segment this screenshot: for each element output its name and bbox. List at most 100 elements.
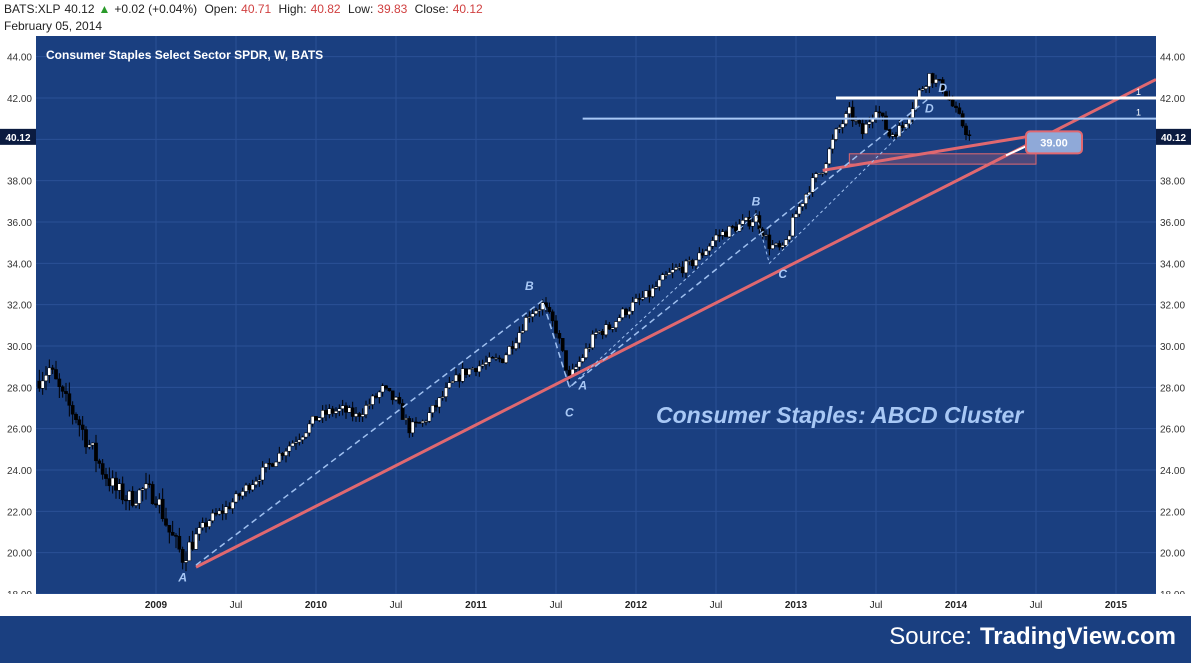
candle-body — [637, 298, 642, 300]
candle-body — [957, 107, 962, 114]
x-tick-label: Jul — [230, 600, 243, 611]
candle-body — [407, 418, 412, 434]
candle-body — [50, 367, 55, 370]
candle-body — [300, 436, 305, 441]
y-tick-label-right: 36.00 — [1160, 218, 1185, 229]
candle-body — [624, 308, 628, 315]
candle-body — [204, 522, 208, 527]
candle-body — [384, 385, 388, 389]
y-tick-label-right: 28.00 — [1160, 383, 1185, 394]
y-tick-label-left: 36.00 — [7, 218, 32, 229]
candle-body — [190, 541, 195, 550]
candle-body — [294, 441, 298, 444]
candle-body — [790, 217, 795, 237]
candle-body — [387, 387, 392, 392]
candle-body — [464, 368, 468, 375]
candle-body — [960, 113, 965, 127]
candle-body — [890, 134, 895, 137]
candle-body — [894, 134, 898, 137]
candle-body — [744, 217, 748, 221]
candle-body — [110, 477, 115, 487]
candle-body — [484, 362, 488, 365]
candle-body — [734, 226, 738, 232]
candle-body — [280, 453, 285, 456]
candle-body — [607, 324, 612, 330]
candle-body — [224, 506, 228, 514]
candle-body — [374, 395, 378, 398]
candle-body — [270, 463, 275, 467]
candle-body — [667, 272, 672, 275]
candle-body — [677, 266, 682, 269]
candle-body — [304, 432, 308, 438]
candle-body — [654, 286, 658, 289]
candle-body — [557, 333, 562, 339]
x-axis-bg — [0, 594, 1191, 616]
candle-body — [107, 478, 112, 487]
x-tick-label: Jul — [390, 600, 403, 611]
candle-body — [240, 491, 245, 497]
candle-body — [37, 380, 42, 389]
y-tick-label-right: 22.00 — [1160, 507, 1185, 518]
candle-body — [200, 522, 205, 528]
y-tick-label-left: 20.00 — [7, 549, 32, 560]
candle-body — [674, 267, 678, 271]
candle-body — [884, 115, 888, 130]
candle-body — [457, 374, 462, 382]
candle-body — [87, 444, 92, 448]
candle-body — [64, 391, 68, 394]
candle-body — [930, 73, 935, 84]
candle-body — [770, 244, 775, 249]
y-tick-label-left: 22.00 — [7, 507, 32, 518]
x-tick-label: Jul — [870, 600, 883, 611]
open-label: Open: — [204, 2, 238, 16]
candle-body — [584, 348, 588, 358]
y-tick-label-right: 26.00 — [1160, 425, 1185, 436]
candle-body — [714, 234, 718, 241]
candle-body — [560, 338, 565, 351]
candle-body — [620, 308, 625, 318]
candle-body — [510, 346, 515, 349]
candle-body — [564, 350, 568, 371]
candle-body — [274, 461, 278, 467]
candle-body — [284, 450, 288, 456]
candle-body — [307, 423, 312, 434]
candle-body — [164, 518, 168, 526]
candle-body — [334, 410, 338, 414]
plot-area: 11 — [37, 72, 1156, 572]
candle-body — [234, 493, 238, 503]
y-tick-label-left: 26.00 — [7, 425, 32, 436]
candle-body — [440, 396, 445, 399]
candle-body — [430, 405, 435, 413]
candle-body — [614, 321, 618, 328]
candle-body — [400, 403, 405, 420]
candle-body — [180, 549, 185, 563]
candle-body — [417, 422, 422, 424]
candle-body — [244, 484, 248, 492]
candle-body — [847, 106, 852, 114]
candle-body — [364, 405, 368, 415]
y-tick-label-left: 38.00 — [7, 177, 32, 188]
candle-body — [567, 369, 572, 376]
candle-body — [814, 173, 818, 179]
candle-body — [140, 488, 145, 491]
candle-body — [547, 306, 552, 312]
candle-body — [627, 310, 632, 315]
candle-body — [954, 105, 958, 108]
candle-body — [347, 407, 352, 413]
high-label: High: — [278, 2, 307, 16]
candle-body — [434, 405, 438, 408]
candle-body — [127, 490, 132, 501]
candle-body — [460, 368, 465, 382]
candle-body — [340, 405, 345, 409]
candle-body — [377, 391, 382, 398]
candle-body — [710, 240, 715, 247]
candle-body — [157, 498, 162, 506]
candle-body — [617, 317, 622, 322]
candle-body — [450, 380, 455, 383]
support-trendline — [195, 78, 1156, 569]
last-price-flag-left — [0, 128, 36, 145]
candle-body — [687, 260, 692, 262]
candle-body — [290, 443, 295, 447]
candle-body — [647, 290, 652, 297]
